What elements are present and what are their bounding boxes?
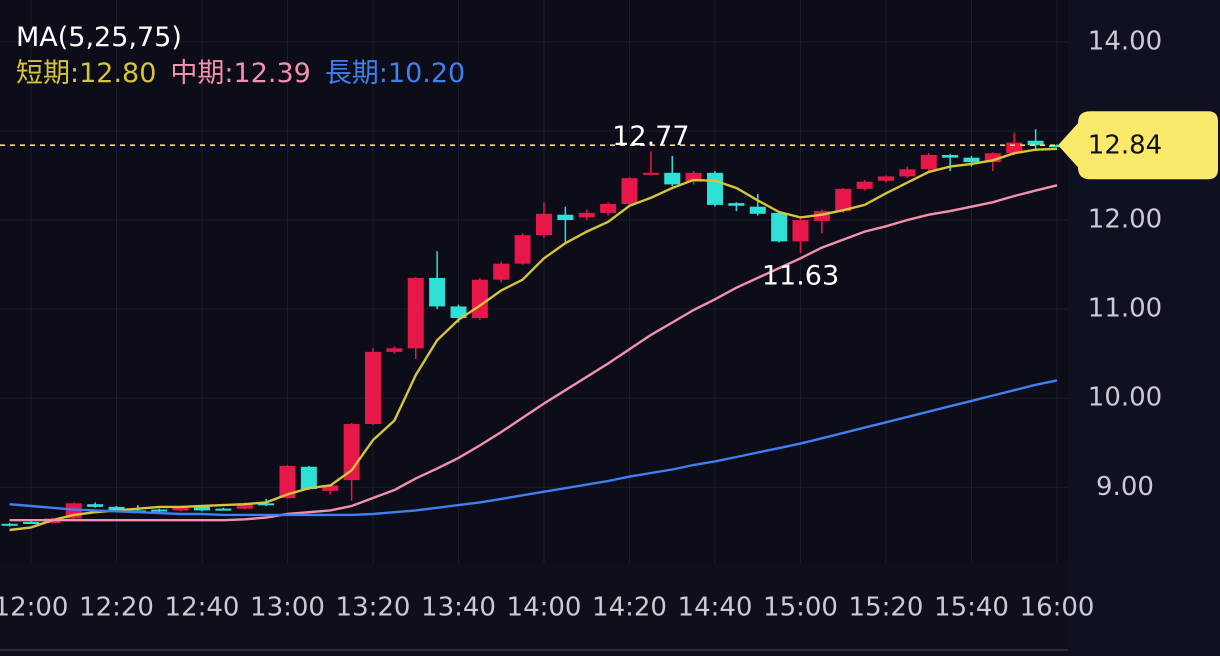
candle-body	[87, 504, 104, 507]
ma-line	[9, 147, 1058, 532]
legend-value: 10.20	[387, 58, 466, 89]
legend-title: MA(5,25,75)	[16, 22, 182, 53]
candle-body	[279, 465, 296, 498]
candle-body	[450, 306, 467, 319]
legend: MA(5,25,75) 短期:12.80 中期:12.39 長期:10.20	[16, 20, 479, 92]
x-tick-label: 14:20	[592, 593, 667, 623]
y-tick-label: 12.00	[1088, 205, 1162, 235]
candle-body	[1027, 140, 1044, 146]
x-tick-label: 13:40	[421, 593, 496, 623]
y-tick-label: 9.00	[1096, 472, 1154, 502]
low-annotation: 11.63	[762, 260, 839, 291]
candle-body	[407, 277, 424, 349]
candle-body	[151, 509, 168, 512]
legend-value: 12.39	[233, 58, 311, 89]
ma-line	[9, 379, 1058, 517]
x-tick-label: 13:20	[336, 593, 411, 623]
x-tick-label: 16:00	[1020, 593, 1095, 623]
candle-body	[963, 157, 980, 163]
candle-body	[792, 220, 809, 242]
candle-body	[557, 214, 574, 221]
candle-body	[1006, 142, 1023, 154]
candle-body	[771, 212, 788, 242]
candle-body	[322, 485, 339, 491]
candle-body	[899, 169, 916, 177]
candle-body	[429, 277, 446, 307]
legend-label: 中期:	[170, 58, 234, 89]
candle-body	[984, 153, 1001, 163]
candle-body	[365, 351, 381, 425]
y-tick-label: 10.00	[1088, 383, 1162, 413]
candle-body	[878, 176, 894, 181]
x-tick-label: 15:40	[934, 593, 1009, 623]
x-tick-label: 13:00	[250, 593, 325, 623]
candle-body	[920, 155, 937, 170]
x-tick-label: 12:40	[165, 593, 240, 623]
price-tag-label: 12.84	[1088, 131, 1162, 161]
legend-label: 長期:	[324, 58, 388, 89]
candle-body	[642, 172, 659, 175]
candle-body	[942, 155, 959, 158]
legend-label: 短期:	[16, 58, 80, 89]
x-axis-panel	[0, 563, 1068, 656]
ma-line	[9, 184, 1058, 522]
candle-body	[300, 466, 317, 490]
candle-body	[835, 188, 852, 212]
x-tick-label: 14:40	[678, 593, 753, 623]
x-tick-label: 12:20	[79, 593, 154, 623]
candle-body	[856, 181, 873, 189]
candle-body	[258, 503, 275, 506]
candle-body	[600, 203, 617, 213]
y-tick-label: 11.00	[1088, 294, 1162, 324]
high-annotation: 12.77	[612, 121, 689, 152]
candle-body	[23, 522, 39, 525]
candle-body	[664, 172, 681, 185]
axis-panel	[1068, 0, 1220, 656]
candle-body	[685, 172, 702, 182]
candle-body	[194, 506, 210, 511]
candle-body	[749, 206, 766, 214]
candle-body	[621, 178, 638, 204]
candle-body	[172, 506, 189, 511]
x-tick-label: 15:00	[763, 593, 838, 623]
candle-body	[471, 279, 488, 319]
legend-row: 短期:12.80 中期:12.39 長期:10.20	[16, 56, 479, 92]
candle-body	[813, 211, 830, 221]
x-tick-label: 15:20	[849, 593, 924, 623]
candle-body	[578, 212, 595, 218]
candle-body	[386, 348, 403, 352]
candle-body	[707, 172, 723, 205]
candle-body	[1049, 145, 1065, 148]
candle-body	[728, 203, 745, 206]
candle-body	[108, 506, 125, 511]
candle-body	[1, 523, 18, 526]
candle-body	[493, 263, 510, 280]
price-tag	[1058, 111, 1218, 180]
candle-body	[514, 235, 531, 264]
x-tick-label: 12:00	[0, 593, 68, 623]
y-tick-label: 14.00	[1088, 26, 1162, 56]
plot-bg	[0, 0, 1068, 563]
candle-body	[236, 503, 253, 509]
candle-body	[215, 508, 232, 511]
candle-body	[536, 213, 552, 236]
x-tick-label: 14:00	[507, 593, 582, 623]
legend-value: 12.80	[79, 58, 157, 89]
